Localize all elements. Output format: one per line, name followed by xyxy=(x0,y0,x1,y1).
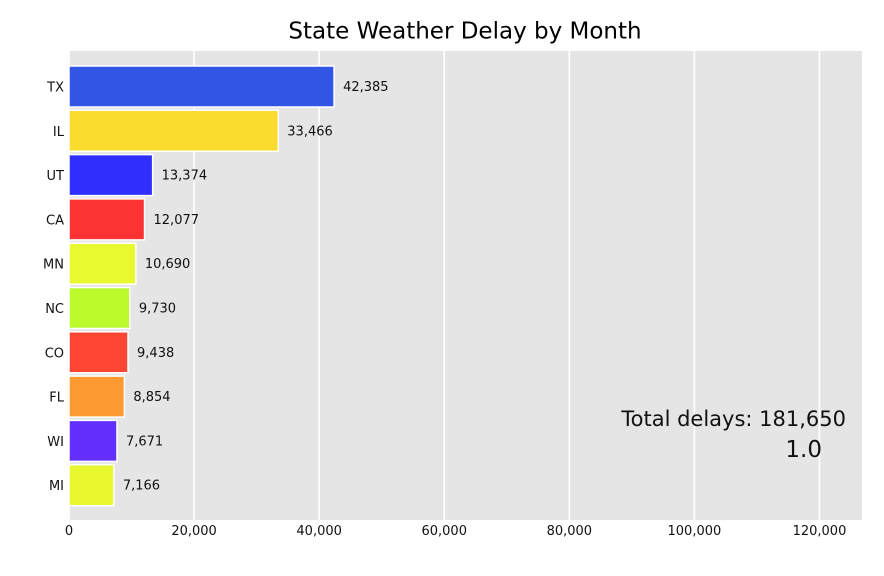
x-tick-label: 80,000 xyxy=(547,524,593,539)
category-label: CO xyxy=(45,346,64,361)
bar xyxy=(68,331,129,374)
category-label: CA xyxy=(46,213,64,228)
total-delays-annotation: Total delays: 181,650 xyxy=(620,407,846,431)
category-label: IL xyxy=(53,125,65,140)
value-label: 7,166 xyxy=(123,479,160,494)
bar xyxy=(68,65,335,108)
category-label: MN xyxy=(43,258,64,273)
category-label: FL xyxy=(49,391,64,406)
category-label: UT xyxy=(47,169,65,184)
category-label: TX xyxy=(46,81,64,96)
bar xyxy=(68,375,126,418)
x-tick-label: 40,000 xyxy=(296,524,342,539)
value-label: 12,077 xyxy=(154,213,200,228)
value-labels: 42,385 33,466 13,374 12,077 10,690 9,730 9,438… xyxy=(123,80,389,494)
value-label: 8,854 xyxy=(133,390,170,405)
period-annotation: 1.0 xyxy=(785,437,822,463)
bars xyxy=(68,65,335,507)
value-label: 9,730 xyxy=(139,302,176,317)
x-axis-ticks: 0 20,000 40,000 60,000 80,000 100,000 120,000 xyxy=(65,524,846,539)
value-label: 42,385 xyxy=(343,80,389,95)
bar xyxy=(68,463,115,507)
bar xyxy=(68,109,280,153)
category-label: MI xyxy=(49,479,64,494)
x-tick-label: 60,000 xyxy=(421,524,467,539)
chart-title: State Weather Delay by Month xyxy=(288,19,641,45)
value-label: 13,374 xyxy=(162,169,208,184)
category-label: WI xyxy=(47,435,64,450)
x-tick-label: 0 xyxy=(65,524,73,539)
bar xyxy=(68,242,137,285)
bar xyxy=(68,153,154,197)
value-label: 7,671 xyxy=(126,434,163,449)
bar xyxy=(68,286,131,330)
category-label: NC xyxy=(45,302,64,317)
x-tick-label: 100,000 xyxy=(668,524,722,539)
value-label: 33,466 xyxy=(287,124,333,139)
x-tick-label: 120,000 xyxy=(793,524,847,539)
bar xyxy=(68,419,118,463)
bar xyxy=(68,198,146,241)
category-labels: TX IL UT CA MN NC CO FL WI MI xyxy=(43,81,65,495)
x-tick-label: 20,000 xyxy=(171,524,217,539)
value-label: 9,438 xyxy=(137,346,174,361)
value-label: 10,690 xyxy=(145,257,191,272)
